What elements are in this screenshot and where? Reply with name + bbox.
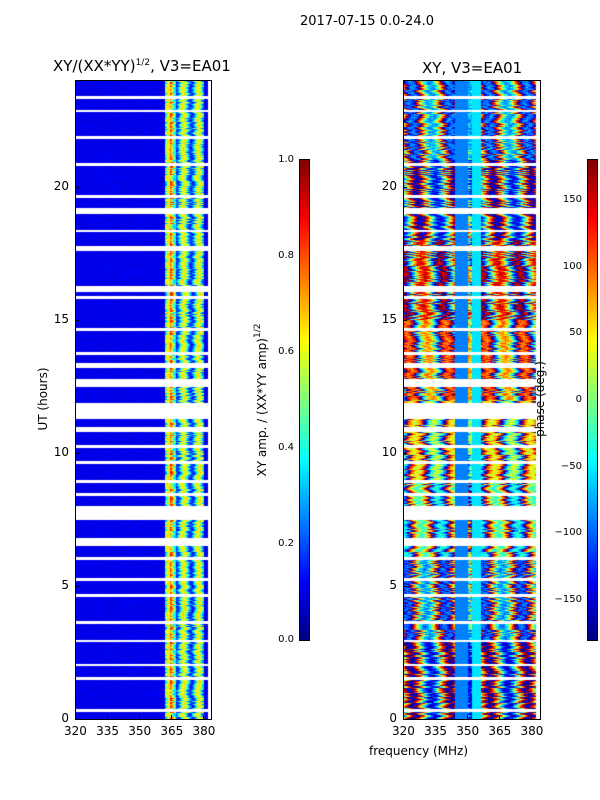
y-tick-label: 15: [381, 311, 397, 326]
y-tick-mark: [75, 186, 79, 188]
y-tick-label: 0: [61, 711, 69, 725]
left-title: XY/(XX*YY)1/2, V3=EA01: [53, 57, 231, 75]
x-tick-label: 320: [392, 724, 415, 738]
y-tick-mark: [75, 452, 79, 454]
y-tick-mark: [75, 585, 79, 587]
y-tick-mark: [403, 585, 407, 587]
x-tick-mark: [467, 715, 469, 719]
y-tick-label: 10: [53, 444, 69, 459]
y-tick-mark: [75, 319, 79, 321]
cb0-label-text: XY amp. / (XX*YY amp): [255, 338, 269, 477]
colorbar-tick-label: −100: [554, 527, 582, 539]
colorbar-tick-label: −50: [560, 460, 582, 472]
y-tick-mark: [403, 452, 407, 454]
amplitude-colorbar-frame: [299, 159, 310, 641]
x-tick-label: 335: [96, 724, 120, 738]
colorbar-tick-label: 0.0: [278, 634, 294, 645]
left-plot-frame: [75, 80, 212, 720]
x-axis-label: frequency (MHz): [369, 744, 469, 758]
phase-colorbar: [588, 160, 597, 640]
x-tick-mark: [171, 715, 173, 719]
x-tick-mark: [435, 715, 437, 719]
x-tick-label: 335: [424, 724, 448, 738]
y-tick-label: 20: [53, 178, 69, 193]
y-tick-label: 15: [53, 311, 69, 326]
y-tick-mark: [403, 319, 407, 321]
left-title-text: XY/(XX*YY): [53, 57, 136, 75]
x-tick-mark: [107, 715, 109, 719]
x-tick-label: 380: [192, 724, 216, 738]
x-tick-label: 365: [488, 724, 512, 738]
y-tick-mark: [403, 186, 407, 188]
x-tick-label: 350: [456, 724, 480, 738]
x-tick-label: 365: [160, 724, 184, 738]
y-tick-label: 5: [61, 577, 69, 592]
colorbar-tick-label: 50: [569, 327, 582, 339]
x-tick-mark: [139, 715, 141, 719]
amplitude-colorbar-label: XY amp. / (XX*YY amp)1/2: [253, 315, 269, 485]
y-axis-label: UT (hours): [36, 367, 50, 431]
amplitude-heatmap: [75, 80, 212, 719]
colorbar-tick-label: 1.0: [278, 154, 294, 165]
x-tick-mark: [75, 715, 76, 719]
phase-heatmap: [403, 80, 540, 719]
cb0-label-sup: 1/2: [253, 323, 263, 339]
colorbar-tick-label: 0: [575, 394, 582, 405]
colorbar-tick-label: 0.2: [278, 538, 294, 549]
y-tick-mark: [403, 719, 407, 720]
x-tick-label: 380: [520, 724, 544, 738]
colorbar-tick-label: −150: [554, 594, 582, 605]
suptitle: 2017-07-15 0.0-24.0: [300, 14, 434, 29]
right-title: XY, V3=EA01: [422, 59, 523, 77]
left-title-sup: 1/2: [135, 58, 151, 68]
left-title-suffix: , V3=EA01: [150, 57, 231, 75]
colorbar-tick-label: 0.6: [278, 346, 294, 357]
colorbar-tick-label: 100: [562, 260, 582, 272]
y-tick-label: 0: [389, 711, 397, 725]
colorbar-tick-label: 0.4: [278, 442, 294, 453]
y-tick-label: 10: [381, 444, 397, 459]
y-tick-mark: [75, 719, 79, 720]
colorbar-tick-label: 150: [562, 194, 582, 205]
y-tick-label: 20: [381, 178, 397, 193]
x-tick-label: 350: [128, 724, 152, 738]
phase-colorbar-frame: [587, 159, 598, 641]
right-plot-frame: [403, 80, 541, 720]
x-tick-mark: [203, 715, 205, 719]
x-tick-mark: [499, 715, 501, 719]
phase-colorbar-label: phase (deg.): [533, 361, 547, 437]
x-tick-mark: [403, 715, 404, 719]
x-tick-mark: [531, 715, 533, 719]
x-tick-label: 320: [64, 724, 87, 738]
colorbar-tick-label: 0.8: [278, 250, 294, 261]
y-tick-label: 5: [389, 577, 397, 592]
amplitude-colorbar: [300, 160, 309, 640]
